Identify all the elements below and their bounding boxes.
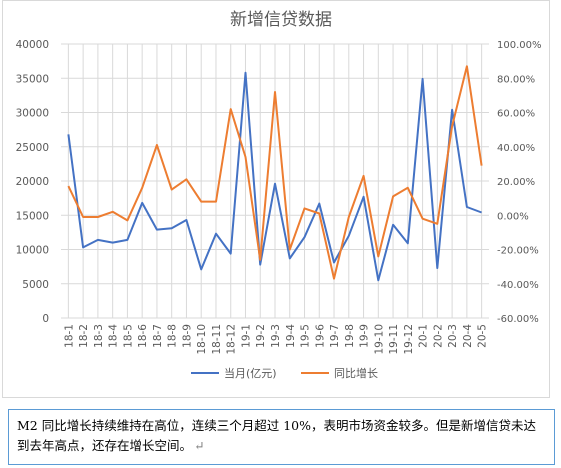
x-tick-label: 19-3 xyxy=(270,324,282,348)
return-mark-icon: ↵ xyxy=(194,438,205,453)
x-tick-label: 19-6 xyxy=(314,324,326,348)
caption-text: M2 同比增长持续维持在高位，连续三个月超过 10%，表明市场资金较多。但是新增… xyxy=(17,418,536,453)
series-line xyxy=(67,65,483,280)
y-left-tick-label: 20000 xyxy=(16,176,49,188)
x-tick-label: 18-1 xyxy=(63,324,75,348)
x-tick-label: 18-8 xyxy=(167,324,179,348)
y-left-tick-label: 15000 xyxy=(16,210,49,222)
y-right-tick-label: 20.00% xyxy=(497,177,535,188)
y-right-tick-label: 100.00% xyxy=(497,40,542,51)
x-tick-label: 18-3 xyxy=(93,324,105,348)
chart-title: 新增信贷数据 xyxy=(230,10,332,30)
chart-frame: 新增信贷数据 0 5000 10000 15000 20000 25000 30000 350… xyxy=(2,0,550,398)
y-right-tick-label: -60.00% xyxy=(497,314,539,325)
y-left-tick-label: 25000 xyxy=(16,142,49,154)
x-tick-label: 18-12 xyxy=(226,324,238,355)
x-tick-label: 20-2 xyxy=(432,324,444,348)
series-line xyxy=(67,71,482,282)
x-tick-label: 20-3 xyxy=(447,324,459,348)
y-right-tick-label: -40.00% xyxy=(497,280,539,291)
y-left-tick-label: 35000 xyxy=(16,73,49,85)
y-left-tick-label: 10000 xyxy=(16,245,49,257)
x-tick-label: 19-1 xyxy=(240,324,252,348)
x-tick-label: 19-10 xyxy=(373,324,385,355)
y-left-tick-label: 0 xyxy=(42,313,49,325)
y-right-tick-label: -20.00% xyxy=(497,246,539,257)
x-tick-label: 19-12 xyxy=(403,324,415,355)
x-tick-label: 19-2 xyxy=(255,324,267,348)
x-tick-label: 18-5 xyxy=(122,324,134,348)
y-right-tick-label: 0.00% xyxy=(497,211,529,222)
y-left-tick-label: 30000 xyxy=(16,108,49,120)
x-tick-label: 18-7 xyxy=(152,324,164,348)
line-chart: 新增信贷数据 0 5000 10000 15000 20000 25000 30000 350… xyxy=(16,10,542,380)
x-tick-label: 18-4 xyxy=(108,324,120,348)
x-tick-label: 19-11 xyxy=(388,324,400,355)
x-tick-label: 20-4 xyxy=(462,324,474,348)
x-tick-label: 18-10 xyxy=(196,324,208,355)
legend-label: 同比增长 xyxy=(334,366,378,380)
y-right-tick-label: 40.00% xyxy=(497,143,535,154)
x-tick-label: 19-4 xyxy=(285,324,297,348)
y-left-tick-label: 5000 xyxy=(22,279,49,291)
y-right-tick-label: 80.00% xyxy=(497,74,535,85)
y-right-tick-label: 60.00% xyxy=(497,109,535,120)
x-tick-label: 18-9 xyxy=(181,324,193,348)
x-tick-label: 19-7 xyxy=(329,324,341,348)
legend-label: 当月(亿元) xyxy=(224,366,277,380)
x-tick-label: 19-8 xyxy=(344,324,356,348)
x-tick-label: 19-9 xyxy=(359,324,371,348)
x-tick-label: 19-5 xyxy=(300,324,312,348)
x-tick-label: 20-5 xyxy=(477,324,489,348)
caption-box: M2 同比增长持续维持在高位，连续三个月超过 10%，表明市场资金较多。但是新增… xyxy=(8,409,555,465)
x-tick-label: 18-11 xyxy=(211,324,223,355)
x-tick-label: 18-6 xyxy=(137,324,149,348)
x-tick-label: 18-2 xyxy=(78,324,90,348)
y-left-tick-label: 40000 xyxy=(16,39,49,51)
x-tick-label: 20-1 xyxy=(418,324,430,348)
